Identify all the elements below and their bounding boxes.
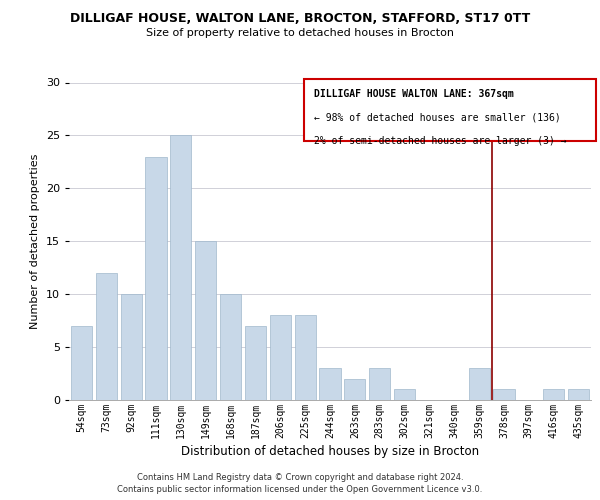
Text: 2% of semi-detached houses are larger (3) →: 2% of semi-detached houses are larger (3…	[314, 136, 567, 146]
Text: DILLIGAF HOUSE WALTON LANE: 367sqm: DILLIGAF HOUSE WALTON LANE: 367sqm	[314, 89, 514, 99]
Bar	[469, 368, 490, 400]
Text: Size of property relative to detached houses in Brocton: Size of property relative to detached ho…	[146, 28, 454, 38]
Bar	[543, 390, 564, 400]
Bar	[71, 326, 92, 400]
Bar	[270, 316, 291, 400]
Bar	[245, 326, 266, 400]
Bar	[319, 368, 341, 400]
Bar	[493, 390, 515, 400]
Bar	[568, 390, 589, 400]
Bar	[170, 136, 191, 400]
Bar	[369, 368, 390, 400]
Y-axis label: Number of detached properties: Number of detached properties	[30, 154, 40, 329]
Bar	[145, 156, 167, 400]
Bar	[121, 294, 142, 400]
Text: Contains HM Land Registry data © Crown copyright and database right 2024.: Contains HM Land Registry data © Crown c…	[137, 472, 463, 482]
Text: ← 98% of detached houses are smaller (136): ← 98% of detached houses are smaller (13…	[314, 112, 561, 122]
Bar	[344, 379, 365, 400]
Text: DILLIGAF HOUSE, WALTON LANE, BROCTON, STAFFORD, ST17 0TT: DILLIGAF HOUSE, WALTON LANE, BROCTON, ST…	[70, 12, 530, 26]
Text: Contains public sector information licensed under the Open Government Licence v3: Contains public sector information licen…	[118, 485, 482, 494]
Bar	[394, 390, 415, 400]
Bar	[220, 294, 241, 400]
X-axis label: Distribution of detached houses by size in Brocton: Distribution of detached houses by size …	[181, 445, 479, 458]
Bar	[195, 242, 216, 400]
Bar	[295, 316, 316, 400]
Bar	[96, 273, 117, 400]
FancyBboxPatch shape	[304, 80, 596, 141]
